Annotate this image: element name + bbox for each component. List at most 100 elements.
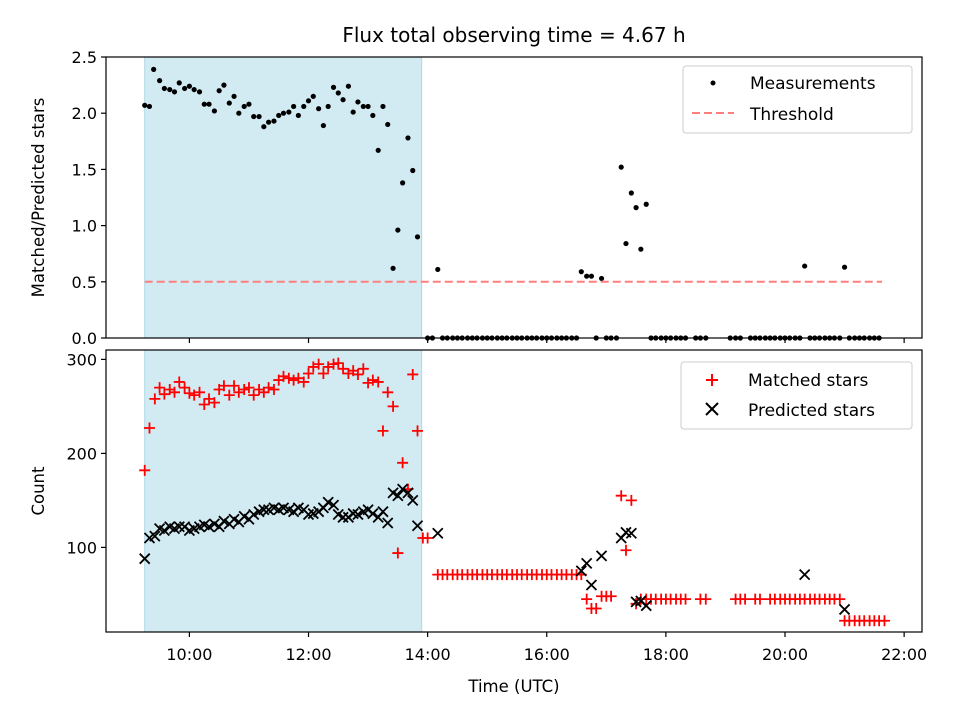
measurement-point bbox=[345, 83, 352, 89]
matched-star-point bbox=[605, 590, 617, 602]
measurement-point bbox=[167, 86, 173, 93]
bottom-y-axis-label: Count bbox=[29, 466, 48, 516]
matched-star-point bbox=[337, 363, 349, 375]
y-tick-label: 0.5 bbox=[72, 273, 97, 292]
measurement-point bbox=[355, 99, 361, 105]
bottom-legend: Matched stars Predicted stars bbox=[680, 361, 913, 430]
measurement-point bbox=[226, 100, 232, 106]
matched-star-point bbox=[630, 598, 642, 610]
matched-star-point bbox=[332, 357, 344, 369]
measurement-point bbox=[628, 190, 634, 196]
measurement-point bbox=[623, 240, 629, 247]
predicted-star-point bbox=[352, 508, 364, 521]
predicted-star-point bbox=[203, 521, 215, 533]
measurement-point bbox=[201, 101, 207, 107]
top-y-axis-label: Matched/Predicted stars bbox=[29, 98, 48, 298]
measurement-point bbox=[157, 78, 163, 84]
matched-star-point bbox=[183, 387, 195, 399]
x-tick-label: 12:00 bbox=[285, 645, 331, 664]
top-x-axis bbox=[188, 338, 905, 343]
predicted-star-point bbox=[595, 550, 608, 562]
matched-star-point bbox=[680, 593, 692, 605]
measurement-point bbox=[385, 121, 391, 128]
measurement-point bbox=[146, 103, 153, 110]
predicted-star-point bbox=[799, 569, 811, 581]
matched-star-point bbox=[283, 372, 295, 384]
measurement-point bbox=[211, 108, 218, 114]
predicted-star-point bbox=[640, 600, 652, 612]
matched-star-point bbox=[357, 363, 369, 375]
matched-star-point bbox=[173, 376, 185, 388]
predicted-star-point bbox=[248, 508, 260, 521]
measurement-point bbox=[221, 82, 227, 88]
measurement-point bbox=[598, 275, 605, 282]
measurement-point bbox=[295, 112, 301, 119]
bottom-plot-marks bbox=[139, 357, 890, 627]
matched-star-point bbox=[407, 368, 419, 380]
matched-star-point bbox=[397, 457, 409, 469]
matched-star-point bbox=[143, 422, 155, 434]
measurement-point bbox=[142, 102, 148, 108]
matched-star-point bbox=[615, 490, 627, 502]
predicted-star-point bbox=[173, 521, 185, 533]
matched-star-point bbox=[317, 368, 329, 379]
predicted-star-point bbox=[392, 490, 404, 502]
measurement-point bbox=[380, 103, 386, 110]
measurement-point bbox=[191, 86, 197, 93]
matched-star-point bbox=[194, 386, 206, 398]
predicted-star-point bbox=[218, 515, 230, 527]
measurement-point bbox=[584, 273, 590, 279]
measurement-point bbox=[196, 89, 203, 95]
measurement-point bbox=[216, 88, 222, 94]
matched-star-point bbox=[238, 383, 250, 395]
matched-star-point bbox=[168, 386, 180, 398]
measurement-point bbox=[330, 84, 337, 90]
matched-star-point bbox=[288, 374, 300, 386]
measurement-point bbox=[301, 103, 307, 110]
measurement-point bbox=[182, 85, 188, 92]
bottom-axes-frame bbox=[105, 349, 923, 633]
matched-star-point bbox=[739, 593, 751, 605]
matched-star-point bbox=[352, 368, 364, 380]
legend-matched-label: Matched stars bbox=[748, 371, 868, 391]
matched-star-point bbox=[139, 464, 151, 476]
x-tick-label: 14:00 bbox=[405, 645, 451, 664]
measurement-point bbox=[286, 109, 292, 115]
y-tick-label: 2.5 bbox=[72, 48, 97, 67]
matched-star-point bbox=[243, 382, 255, 394]
matched-star-point bbox=[625, 494, 637, 506]
predicted-star-point bbox=[139, 553, 151, 565]
x-tick-label: 16:00 bbox=[524, 645, 570, 664]
matched-star-point bbox=[387, 400, 399, 412]
matched-star-point bbox=[248, 389, 260, 401]
predicted-star-point bbox=[367, 507, 379, 520]
measurement-point bbox=[305, 98, 312, 104]
measurement-point bbox=[171, 89, 178, 95]
predicted-star-point bbox=[407, 494, 419, 507]
bottom-legend-box bbox=[680, 361, 913, 430]
matched-star-point bbox=[754, 593, 766, 605]
measurement-point bbox=[246, 101, 252, 107]
top-legend: Measurements Threshold bbox=[682, 65, 913, 134]
measurement-point bbox=[186, 83, 192, 89]
matched-star-point bbox=[277, 370, 289, 382]
matched-star-point bbox=[700, 593, 712, 605]
matched-star-point bbox=[223, 389, 235, 401]
measurement-point bbox=[375, 147, 381, 153]
matched-star-point bbox=[154, 382, 166, 394]
matched-star-point bbox=[878, 615, 890, 627]
matched-star-point bbox=[382, 386, 394, 398]
measurement-point bbox=[618, 164, 624, 170]
top-plot-marks bbox=[142, 66, 883, 341]
measurement-point bbox=[410, 167, 416, 174]
predicted-star-point bbox=[258, 504, 270, 516]
y-tick-label: 300 bbox=[66, 350, 97, 369]
measurement-point bbox=[161, 85, 167, 92]
measurement-point bbox=[231, 93, 237, 99]
measurement-point bbox=[325, 103, 331, 110]
predicted-star-point bbox=[337, 511, 349, 523]
measurement-point bbox=[350, 109, 356, 115]
measurement-point bbox=[266, 119, 272, 125]
measurement-point bbox=[390, 265, 396, 271]
chart-title: Flux total observing time = 4.67 h bbox=[342, 23, 685, 47]
